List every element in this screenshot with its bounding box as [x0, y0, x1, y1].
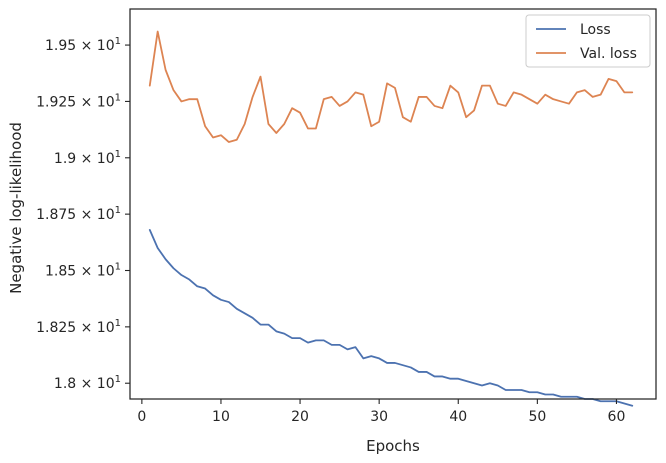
series-layer [148, 30, 634, 407]
y-tick-label: 1.8 × 101 [54, 374, 121, 392]
legend-label-loss: Loss [580, 22, 611, 38]
y-tick-label: 1.9 × 101 [54, 149, 121, 167]
x-tick-label: 40 [449, 409, 467, 425]
y-tick-label: 1.85 × 101 [45, 262, 121, 280]
x-tick-label: 50 [528, 409, 546, 425]
plot-frame [129, 8, 657, 400]
y-axis: 1.8 × 101 1.825 × 101 1.85 × 101 1.875 × 10… [36, 36, 130, 392]
legend-box [525, 14, 651, 68]
x-tick-label: 30 [370, 409, 388, 425]
x-axis: 0 10 20 30 40 50 60 [137, 399, 625, 425]
y-tick-label: 1.925 × 101 [36, 92, 121, 110]
x-tick-label: 10 [212, 409, 230, 425]
legend: Loss Val. loss [525, 14, 651, 68]
x-tick-label: 20 [291, 409, 309, 425]
series-line-val-loss [148, 30, 634, 143]
legend-label-val-loss: Val. loss [580, 46, 637, 62]
series-line-loss [148, 229, 634, 407]
x-tick-label: 0 [137, 409, 146, 425]
y-axis-label: Negative log-likelihood [7, 122, 25, 294]
x-tick-label: 60 [608, 409, 626, 425]
y-tick-label: 1.825 × 101 [36, 318, 121, 336]
y-tick-label: 1.875 × 101 [36, 205, 121, 223]
x-axis-label: Epochs [366, 437, 420, 455]
y-tick-label: 1.95 × 101 [45, 36, 121, 54]
